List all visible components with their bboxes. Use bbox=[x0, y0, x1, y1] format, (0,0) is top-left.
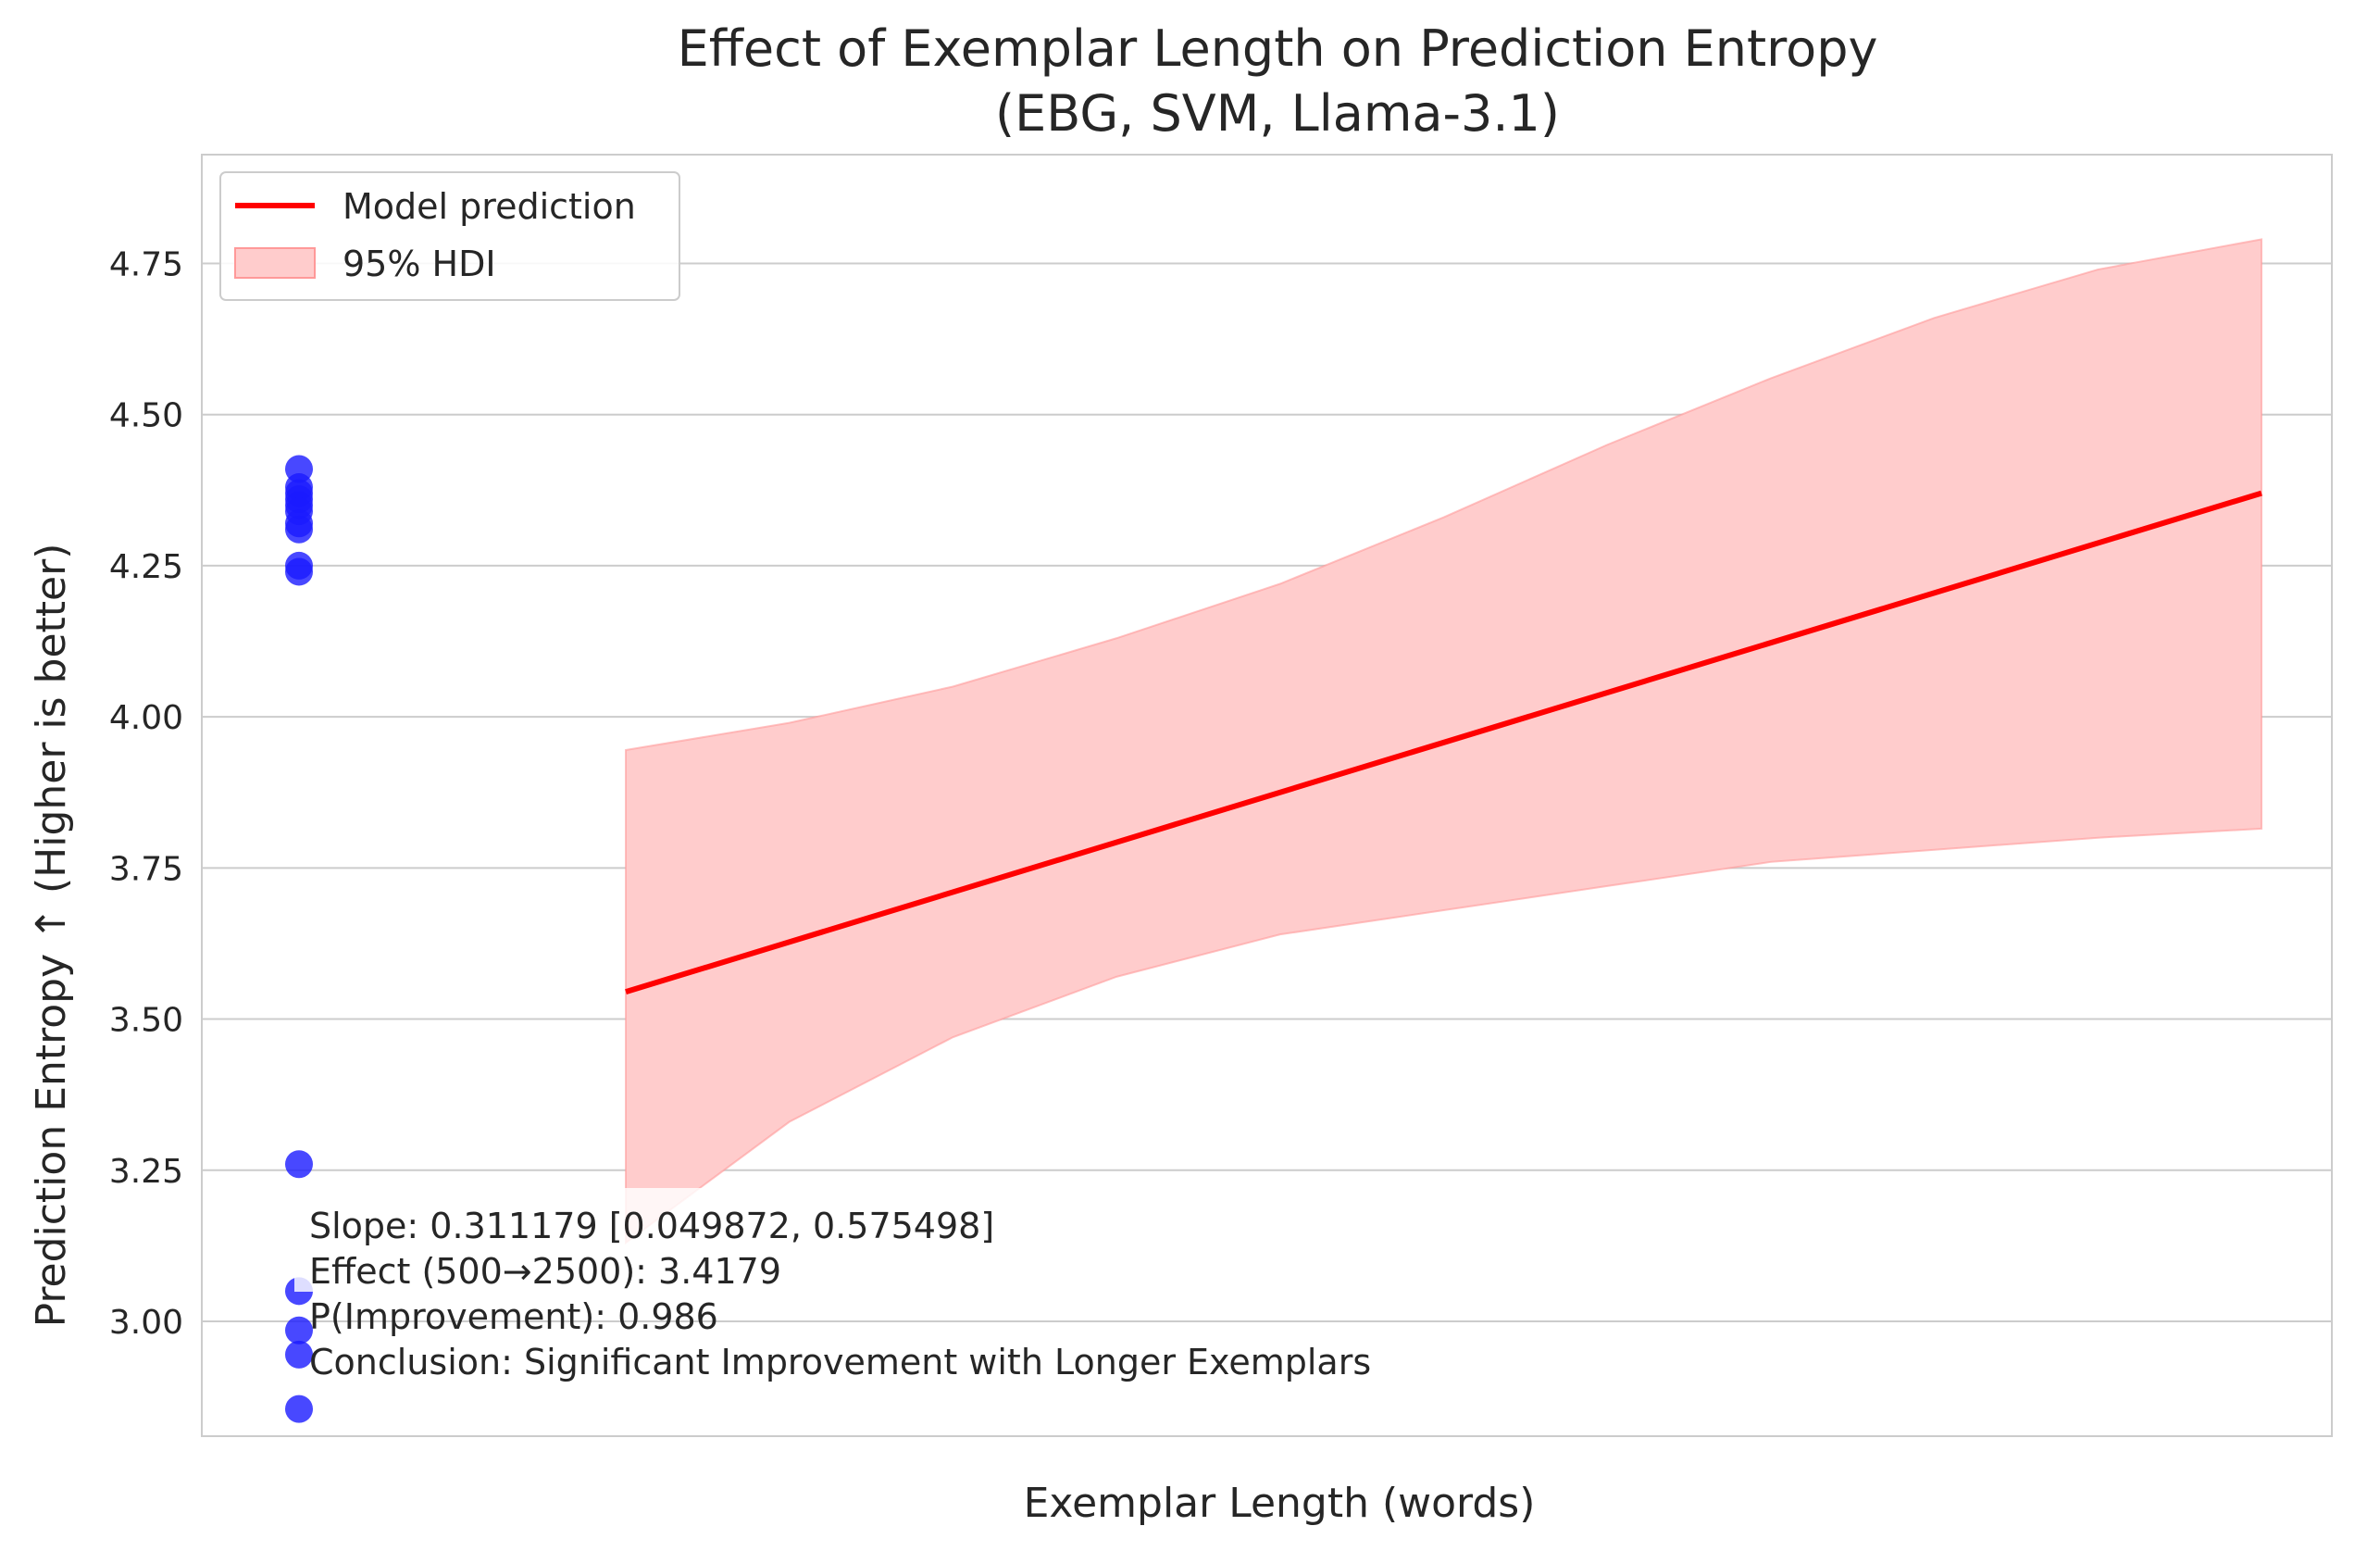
scatter-point bbox=[285, 515, 313, 544]
annotation-line-3: P(Improvement): 0.986 bbox=[309, 1296, 718, 1337]
x-axis-label: Exemplar Length (words) bbox=[1024, 1480, 1536, 1527]
annotation-line-1: Slope: 0.311179 [0.049872, 0.575498] bbox=[309, 1206, 994, 1246]
legend-band-swatch bbox=[234, 247, 316, 279]
scatter-point bbox=[285, 1395, 313, 1423]
scatter-point bbox=[285, 1150, 313, 1179]
y-tick-label: 4.75 bbox=[109, 246, 183, 284]
y-tick-label: 3.75 bbox=[109, 850, 183, 888]
model-line-layer bbox=[625, 490, 2262, 995]
legend-band-label: 95% HDI bbox=[343, 244, 496, 284]
model-line bbox=[625, 490, 2262, 995]
annotation-box bbox=[294, 1188, 1498, 1292]
y-tick-label: 4.50 bbox=[109, 397, 183, 435]
scatter-point bbox=[285, 1316, 313, 1345]
scatter-point bbox=[285, 1340, 313, 1369]
y-tick-label: 4.25 bbox=[109, 548, 183, 586]
y-tick-labels: 3.00 3.25 3.50 3.75 4.00 4.25 4.50 4.75 bbox=[109, 246, 183, 1342]
legend-line-label: Model prediction bbox=[343, 186, 636, 227]
y-tick-label: 3.50 bbox=[109, 1002, 183, 1040]
y-tick-label: 3.25 bbox=[109, 1153, 183, 1191]
scatter-point bbox=[285, 557, 313, 586]
scatter-layer bbox=[285, 455, 313, 1423]
annotation-line-2: Effect (500→2500): 3.4179 bbox=[309, 1251, 781, 1292]
chart-title-line1: Effect of Exemplar Length on Prediction … bbox=[678, 19, 1878, 78]
y-axis-label: Prediction Entropy ↑ (Higher is better) bbox=[28, 544, 75, 1328]
annotation-text: Slope: 0.311179 [0.049872, 0.575498] Eff… bbox=[309, 1206, 1371, 1382]
legend-frame bbox=[219, 171, 680, 301]
y-tick-label: 3.00 bbox=[109, 1304, 183, 1342]
legend: Model prediction 95% HDI bbox=[219, 171, 680, 301]
y-tick-label: 4.00 bbox=[109, 699, 183, 737]
chart-title-line2: (EBG, SVM, Llama-3.1) bbox=[995, 84, 1560, 143]
annotation-line-4: Conclusion: Significant Improvement with… bbox=[309, 1342, 1371, 1382]
